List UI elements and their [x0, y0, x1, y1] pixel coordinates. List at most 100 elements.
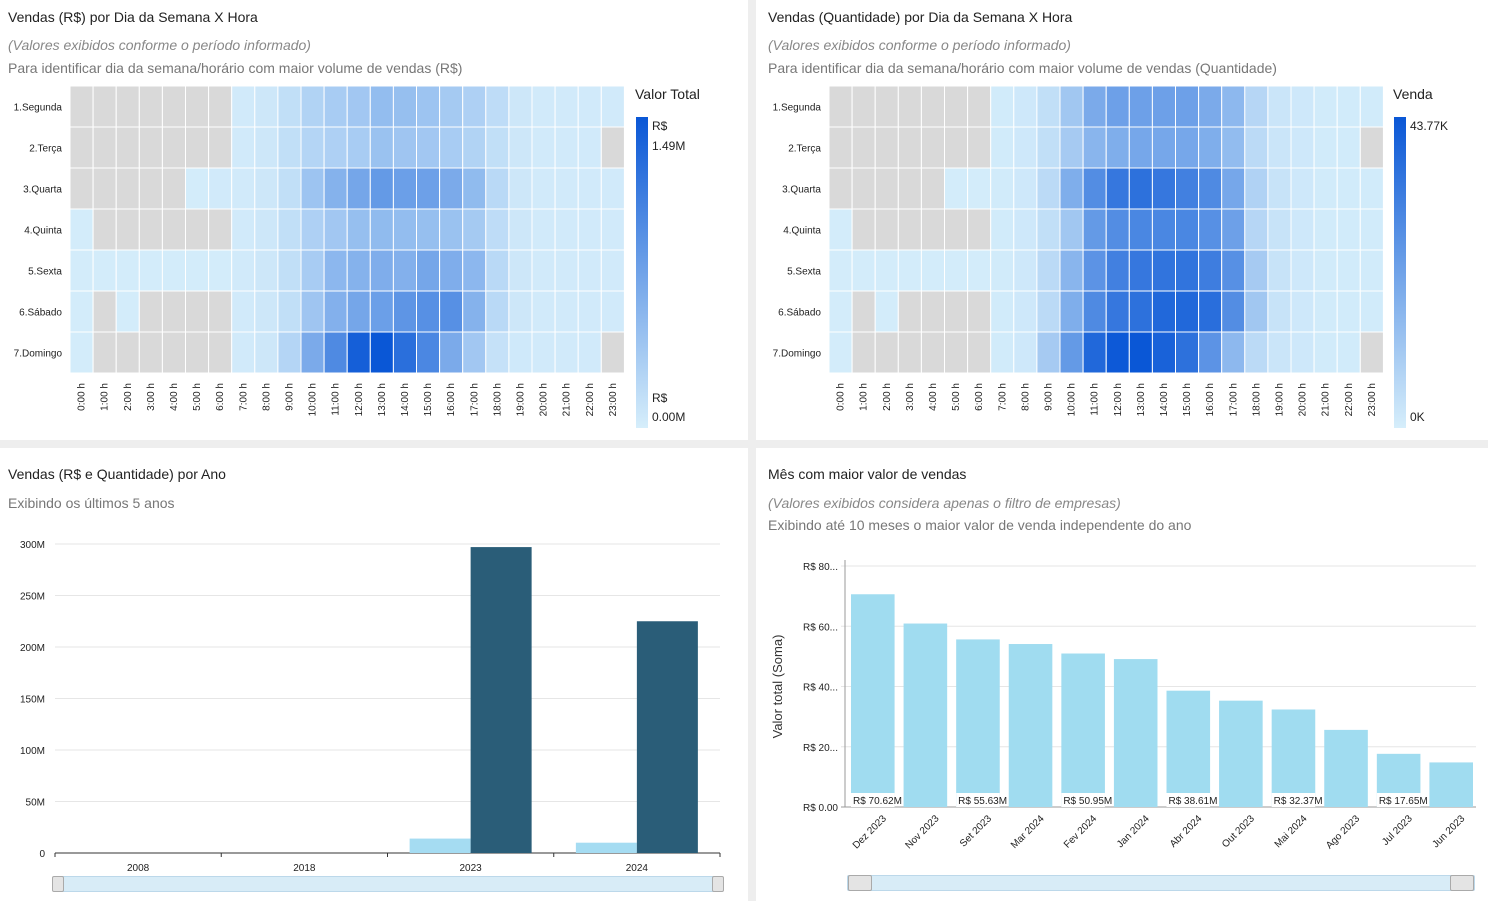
row-label-1: 2.Terça [788, 144, 821, 155]
col-label-0: 0:00 h [77, 383, 88, 411]
year-bar-chart[interactable]: 0 50M 100M 150M 200M 250M 300M 2008 2018 2023 2024 [0, 448, 748, 901]
heat-cell [1082, 167, 1107, 210]
heat-cell [600, 290, 625, 333]
y-tick-label: R$ 80... [803, 562, 838, 573]
month-bar-chart[interactable]: R$ 0.00 R$ 20... R$ 40... R$ 60... R$ 80... V… [756, 448, 1488, 901]
row-label-6: 7.Domingo [773, 349, 822, 360]
heat-cell [416, 167, 441, 210]
heat-cell [577, 249, 602, 292]
col-label-7: 7:00 h [238, 383, 249, 411]
heat-cell [462, 331, 487, 374]
panel-subtitle-note: (Valores exibidos considera apenas o fil… [768, 495, 1121, 511]
scrollbar-left-handle[interactable] [848, 875, 872, 891]
heat-cell [231, 290, 256, 333]
heat-cell [416, 249, 441, 292]
heat-cell [92, 126, 117, 169]
legend-gradient-bar [1394, 117, 1406, 428]
month-bar [851, 594, 895, 807]
data-label: R$ 17.65M [1379, 796, 1428, 807]
col-label-16: 16:00 h [446, 383, 457, 416]
heat-cell [231, 167, 256, 210]
heat-cell [69, 85, 94, 128]
col-label-6: 6:00 h [215, 383, 226, 411]
heat-cell [1244, 331, 1269, 374]
heat-cell [577, 167, 602, 210]
heat-cell [346, 85, 371, 128]
col-label-2: 2:00 h [882, 383, 893, 411]
col-label-0: 0:00 h [836, 383, 847, 411]
heat-cell [439, 85, 464, 128]
data-label: R$ 55.63M [958, 796, 1007, 807]
heat-cell [897, 167, 922, 210]
heat-cell [1059, 85, 1084, 128]
heat-cell [851, 331, 876, 374]
heat-cell [439, 331, 464, 374]
heat-cell [161, 167, 186, 210]
month-bar [1061, 653, 1105, 807]
heat-cell [990, 290, 1015, 333]
heat-cell [369, 290, 394, 333]
heat-cell [1336, 249, 1361, 292]
heat-cell [828, 208, 853, 251]
heat-cell [254, 290, 279, 333]
heat-cell [577, 208, 602, 251]
heat-cell [1313, 167, 1338, 210]
heat-cell [416, 290, 441, 333]
heat-cell [1151, 126, 1176, 169]
legend-title: Valor Total [635, 86, 700, 102]
heat-cell [115, 126, 140, 169]
heat-cell [138, 249, 163, 292]
heat-cell [1128, 249, 1153, 292]
heat-cell [69, 331, 94, 374]
heat-cell [990, 126, 1015, 169]
heat-cell [1175, 208, 1200, 251]
panel-top-months: Mês com maior valor de vendas (Valores e… [756, 448, 1488, 901]
heat-cell [920, 126, 945, 169]
col-label-18: 18:00 h [492, 383, 503, 416]
heat-cell [323, 290, 348, 333]
heat-cell [392, 331, 417, 374]
heat-cell [416, 85, 441, 128]
scrollbar-left-handle[interactable] [52, 876, 64, 892]
panel-subtitle-note: (Valores exibidos conforme o período inf… [768, 37, 1071, 53]
col-label-20: 20:00 h [1298, 383, 1309, 416]
heat-cell [392, 290, 417, 333]
heat-cell [392, 167, 417, 210]
heat-cell [1359, 249, 1384, 292]
scrollbar-right-handle[interactable] [712, 876, 724, 892]
col-label-8: 8:00 h [1020, 383, 1031, 411]
heat-cell [967, 290, 992, 333]
x-tick-label: 2023 [460, 863, 483, 874]
heat-cell [69, 249, 94, 292]
panel-title: Vendas (R$ e Quantidade) por Ano [8, 466, 226, 482]
heat-cell [577, 290, 602, 333]
month-chart-scrollbar[interactable] [847, 875, 1475, 891]
col-label-5: 5:00 h [192, 383, 203, 411]
heat-cell [439, 126, 464, 169]
heatmap-value-chart[interactable]: 1.Segunda 2.Terça 3.Quarta 4.Quinta 5.Sexta 6… [0, 0, 748, 440]
year-chart-scrollbar[interactable] [52, 876, 724, 892]
heat-cell [1221, 331, 1246, 374]
heat-cell [231, 208, 256, 251]
heatmap-quantity-chart[interactable]: 1.Segunda 2.Terça 3.Quarta 4.Quinta 5.Sexta 6… [756, 0, 1488, 440]
heat-cell [300, 290, 325, 333]
heat-cell [508, 249, 533, 292]
heat-cell [346, 249, 371, 292]
scrollbar-right-handle[interactable] [1450, 875, 1474, 891]
heat-cell [185, 208, 210, 251]
heat-cell [323, 331, 348, 374]
heat-cell [508, 331, 533, 374]
col-label-4: 4:00 h [169, 383, 180, 411]
col-label-20: 20:00 h [539, 383, 550, 416]
heat-cell [1221, 208, 1246, 251]
col-label-2: 2:00 h [123, 383, 134, 411]
row-label-3: 4.Quinta [24, 226, 62, 237]
heat-cell [1313, 85, 1338, 128]
heat-cell [531, 249, 556, 292]
heat-cell [1290, 167, 1315, 210]
col-label-23: 23:00 h [1367, 383, 1378, 416]
month-bar [1113, 659, 1158, 807]
heat-cell [485, 85, 510, 128]
heat-cell [897, 208, 922, 251]
col-label-11: 11:00 h [331, 383, 342, 416]
